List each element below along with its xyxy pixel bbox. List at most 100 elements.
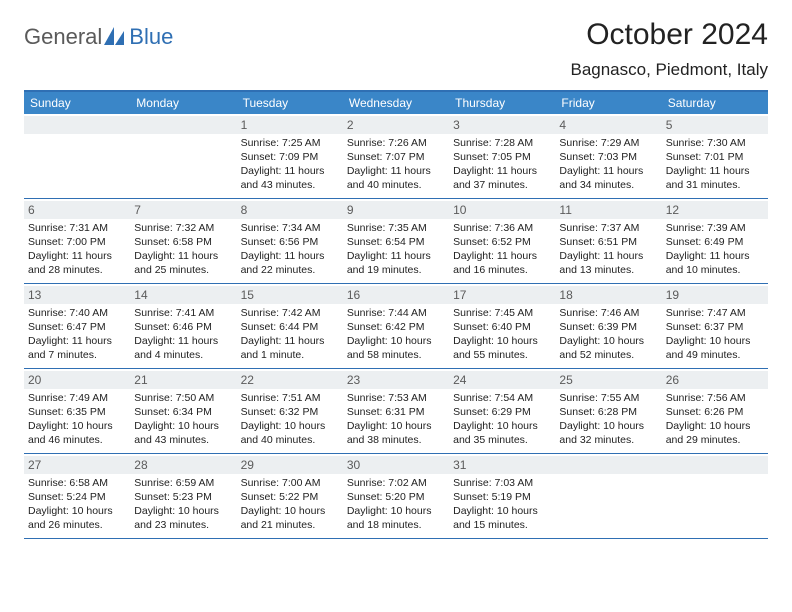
sunset-line: Sunset: 6:51 PM xyxy=(559,235,657,249)
daylight-line-1: Daylight: 11 hours xyxy=(666,164,764,178)
sunrise-line: Sunrise: 7:39 AM xyxy=(666,221,764,235)
daylight-line-2: and 4 minutes. xyxy=(134,348,232,362)
day-number-bar: 2 xyxy=(343,116,449,134)
day-cell: 17Sunrise: 7:45 AMSunset: 6:40 PMDayligh… xyxy=(449,284,555,368)
daylight-line-2: and 55 minutes. xyxy=(453,348,551,362)
daylight-line-1: Daylight: 10 hours xyxy=(453,419,551,433)
daylight-line-2: and 7 minutes. xyxy=(28,348,126,362)
daylight-line-2: and 22 minutes. xyxy=(241,263,339,277)
daylight-line-1: Daylight: 10 hours xyxy=(559,419,657,433)
day-cell: 11Sunrise: 7:37 AMSunset: 6:51 PMDayligh… xyxy=(555,199,661,283)
daylight-line-1: Daylight: 11 hours xyxy=(134,334,232,348)
daylight-line-1: Daylight: 11 hours xyxy=(28,249,126,263)
month-title: October 2024 xyxy=(570,18,768,52)
daylight-line-1: Daylight: 11 hours xyxy=(28,334,126,348)
day-number-bar: 27 xyxy=(24,456,130,474)
daylight-line-2: and 43 minutes. xyxy=(134,433,232,447)
daylight-line-1: Daylight: 10 hours xyxy=(347,334,445,348)
logo: General Blue xyxy=(24,18,173,50)
header: General Blue October 2024 Bagnasco, Pied… xyxy=(24,18,768,80)
daylight-line-1: Daylight: 10 hours xyxy=(134,419,232,433)
sunset-line: Sunset: 5:22 PM xyxy=(241,490,339,504)
sunrise-line: Sunrise: 7:55 AM xyxy=(559,391,657,405)
sunset-line: Sunset: 6:31 PM xyxy=(347,405,445,419)
daylight-line-1: Daylight: 11 hours xyxy=(559,249,657,263)
dow-saturday: Saturday xyxy=(662,92,768,114)
day-number: 18 xyxy=(559,286,657,304)
day-number: 26 xyxy=(666,371,764,389)
daylight-line-2: and 23 minutes. xyxy=(134,518,232,532)
day-number-bar: 3 xyxy=(449,116,555,134)
week-row: 27Sunrise: 6:58 AMSunset: 5:24 PMDayligh… xyxy=(24,454,768,539)
day-number-bar: 4 xyxy=(555,116,661,134)
day-number-bar: 31 xyxy=(449,456,555,474)
page: General Blue October 2024 Bagnasco, Pied… xyxy=(0,0,792,612)
day-number: 16 xyxy=(347,286,445,304)
logo-text-general: General xyxy=(24,24,102,50)
day-number-bar: 9 xyxy=(343,201,449,219)
daylight-line-2: and 10 minutes. xyxy=(666,263,764,277)
daylight-line-2: and 1 minute. xyxy=(241,348,339,362)
daylight-line-2: and 16 minutes. xyxy=(453,263,551,277)
sunrise-line: Sunrise: 7:46 AM xyxy=(559,306,657,320)
weeks-container: 1Sunrise: 7:25 AMSunset: 7:09 PMDaylight… xyxy=(24,114,768,539)
sunrise-line: Sunrise: 7:40 AM xyxy=(28,306,126,320)
day-number: 2 xyxy=(347,116,445,134)
sunset-line: Sunset: 6:46 PM xyxy=(134,320,232,334)
daylight-line-2: and 34 minutes. xyxy=(559,178,657,192)
daylight-line-1: Daylight: 11 hours xyxy=(559,164,657,178)
day-cell: 10Sunrise: 7:36 AMSunset: 6:52 PMDayligh… xyxy=(449,199,555,283)
sunset-line: Sunset: 7:07 PM xyxy=(347,150,445,164)
dow-sunday: Sunday xyxy=(24,92,130,114)
sunset-line: Sunset: 6:34 PM xyxy=(134,405,232,419)
daylight-line-2: and 46 minutes. xyxy=(28,433,126,447)
dow-monday: Monday xyxy=(130,92,236,114)
day-number-bar: 14 xyxy=(130,286,236,304)
day-number-bar: 26 xyxy=(662,371,768,389)
sunset-line: Sunset: 6:58 PM xyxy=(134,235,232,249)
day-number-bar: 7 xyxy=(130,201,236,219)
daylight-line-2: and 52 minutes. xyxy=(559,348,657,362)
day-number: 1 xyxy=(241,116,339,134)
daylight-line-1: Daylight: 11 hours xyxy=(134,249,232,263)
day-number-bar: 10 xyxy=(449,201,555,219)
sunrise-line: Sunrise: 6:59 AM xyxy=(134,476,232,490)
day-number: 23 xyxy=(347,371,445,389)
daylight-line-2: and 37 minutes. xyxy=(453,178,551,192)
sunset-line: Sunset: 7:01 PM xyxy=(666,150,764,164)
day-number-bar: 23 xyxy=(343,371,449,389)
sunset-line: Sunset: 6:28 PM xyxy=(559,405,657,419)
title-block: October 2024 Bagnasco, Piedmont, Italy xyxy=(570,18,768,80)
daylight-line-2: and 31 minutes. xyxy=(666,178,764,192)
sunrise-line: Sunrise: 7:03 AM xyxy=(453,476,551,490)
day-number: 24 xyxy=(453,371,551,389)
day-cell xyxy=(555,454,661,538)
day-number-bar xyxy=(24,116,130,134)
day-number: 25 xyxy=(559,371,657,389)
day-number-bar: 11 xyxy=(555,201,661,219)
sunset-line: Sunset: 6:56 PM xyxy=(241,235,339,249)
day-number-bar xyxy=(130,116,236,134)
daylight-line-1: Daylight: 10 hours xyxy=(453,504,551,518)
day-cell: 29Sunrise: 7:00 AMSunset: 5:22 PMDayligh… xyxy=(237,454,343,538)
day-cell: 8Sunrise: 7:34 AMSunset: 6:56 PMDaylight… xyxy=(237,199,343,283)
day-of-week-header: Sunday Monday Tuesday Wednesday Thursday… xyxy=(24,92,768,114)
sunset-line: Sunset: 5:20 PM xyxy=(347,490,445,504)
daylight-line-1: Daylight: 10 hours xyxy=(559,334,657,348)
day-number: 15 xyxy=(241,286,339,304)
daylight-line-1: Daylight: 11 hours xyxy=(347,164,445,178)
sunrise-line: Sunrise: 7:34 AM xyxy=(241,221,339,235)
daylight-line-1: Daylight: 11 hours xyxy=(453,249,551,263)
sunset-line: Sunset: 6:44 PM xyxy=(241,320,339,334)
sunrise-line: Sunrise: 6:58 AM xyxy=(28,476,126,490)
sunrise-line: Sunrise: 7:50 AM xyxy=(134,391,232,405)
day-cell: 9Sunrise: 7:35 AMSunset: 6:54 PMDaylight… xyxy=(343,199,449,283)
daylight-line-2: and 21 minutes. xyxy=(241,518,339,532)
sunset-line: Sunset: 7:00 PM xyxy=(28,235,126,249)
daylight-line-2: and 43 minutes. xyxy=(241,178,339,192)
sunset-line: Sunset: 6:40 PM xyxy=(453,320,551,334)
daylight-line-2: and 18 minutes. xyxy=(347,518,445,532)
daylight-line-1: Daylight: 10 hours xyxy=(666,334,764,348)
sunrise-line: Sunrise: 7:45 AM xyxy=(453,306,551,320)
daylight-line-2: and 35 minutes. xyxy=(453,433,551,447)
